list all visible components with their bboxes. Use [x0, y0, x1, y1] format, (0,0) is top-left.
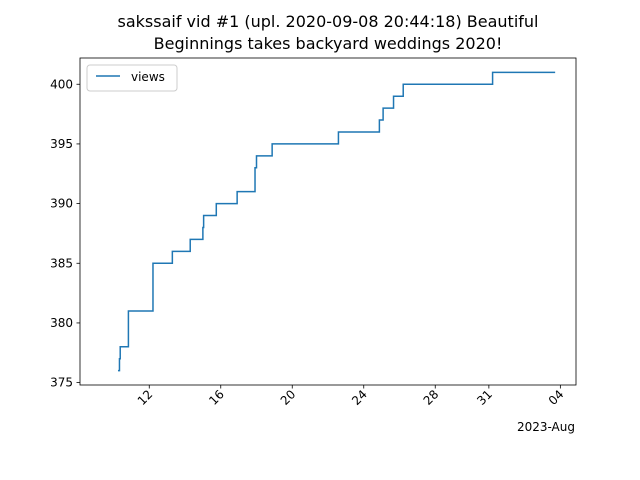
legend: views — [86, 64, 178, 92]
legend-frame — [86, 64, 178, 92]
y-tick-label: 380 — [50, 316, 73, 330]
legend-label-views: views — [131, 70, 165, 84]
chart-title-line-2: Beginnings takes backyard weddings 2020! — [154, 34, 503, 53]
x-axis-offset-label: 2023-Aug — [517, 420, 575, 434]
chart-title-line-1: sakssaif vid #1 (upl. 2020-09-08 20:44:1… — [118, 12, 539, 31]
series-line-views — [117, 71, 556, 372]
axes-frame — [79, 57, 577, 386]
y-tick-label: 390 — [50, 197, 73, 211]
y-tick-label: 395 — [50, 137, 73, 151]
y-tick-label: 385 — [50, 256, 73, 270]
y-tick-label: 375 — [50, 376, 73, 390]
y-tick-label: 400 — [50, 77, 73, 91]
